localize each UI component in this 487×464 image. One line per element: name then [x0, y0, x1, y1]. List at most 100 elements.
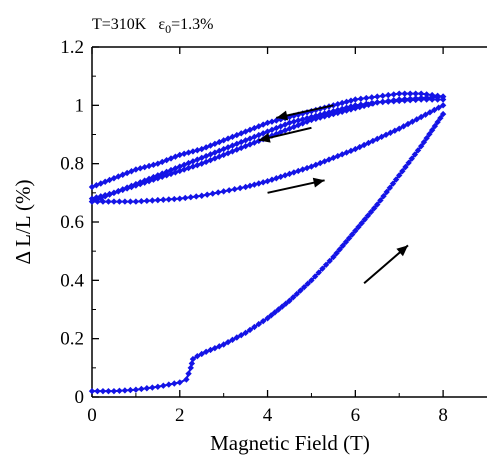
data-point — [214, 189, 222, 196]
data-point — [224, 338, 232, 346]
data-point — [185, 370, 192, 377]
data-point — [369, 137, 377, 145]
data-point — [101, 178, 109, 185]
data-point — [377, 197, 384, 204]
data-point — [185, 149, 192, 156]
data-point — [365, 139, 372, 147]
data-point — [225, 187, 233, 194]
data-point — [379, 92, 386, 100]
x-tick-label: 6 — [351, 405, 361, 426]
data-point — [369, 100, 377, 107]
data-point — [198, 145, 205, 153]
data-point — [116, 198, 123, 205]
arrow-right — [267, 177, 325, 194]
data-point — [357, 95, 365, 102]
data-point — [207, 151, 214, 158]
data-point — [176, 195, 183, 202]
arrow-head — [258, 132, 271, 143]
data-point — [434, 118, 441, 126]
data-point — [315, 269, 322, 276]
data-point — [396, 90, 403, 97]
data-point — [180, 150, 188, 157]
data-point — [255, 180, 262, 187]
data-point — [282, 300, 290, 307]
data-point — [194, 352, 201, 360]
data-point — [333, 250, 340, 257]
data-point — [334, 109, 341, 117]
data-point — [268, 312, 275, 319]
y-tick-label: 0.8 — [60, 154, 84, 175]
data-point — [238, 331, 245, 339]
data-point — [435, 104, 442, 111]
data-point — [132, 198, 140, 205]
data-point — [128, 183, 135, 191]
data-point — [268, 118, 276, 125]
data-point — [303, 114, 311, 122]
data-point — [246, 141, 254, 148]
data-point — [326, 257, 333, 265]
data-point — [171, 380, 178, 387]
arrows — [258, 104, 409, 285]
data-point — [88, 195, 96, 202]
data-point — [97, 180, 104, 187]
data-point — [295, 117, 302, 124]
data-point — [409, 118, 416, 125]
data-point — [193, 193, 200, 200]
data-point — [426, 130, 433, 138]
data-point — [110, 387, 118, 395]
data-series — [88, 90, 447, 395]
data-point — [233, 334, 241, 341]
data-point — [399, 167, 406, 175]
data-point — [348, 231, 356, 238]
data-point — [336, 246, 343, 253]
data-point — [347, 97, 355, 104]
data-point — [345, 235, 353, 242]
data-point — [194, 147, 201, 154]
data-point — [246, 135, 254, 142]
data-point — [352, 105, 359, 112]
data-point — [271, 309, 279, 316]
data-point — [385, 91, 392, 99]
data-point — [160, 382, 167, 389]
data-point — [352, 227, 359, 234]
data-point — [330, 253, 337, 261]
data-point — [163, 168, 170, 176]
data-point — [422, 111, 429, 118]
data-point — [390, 97, 397, 104]
y-tick-labels: 0 0.2 0.4 0.6 0.8 1 1.2 — [60, 37, 84, 408]
data-point — [88, 387, 96, 395]
data-point — [242, 183, 249, 191]
data-point — [171, 195, 178, 203]
data-point — [119, 171, 126, 178]
series-0 — [88, 110, 447, 395]
data-point — [396, 125, 403, 132]
data-point — [365, 101, 372, 108]
data-point — [379, 98, 386, 105]
data-point — [128, 168, 135, 175]
data-point — [386, 184, 394, 192]
data-point — [141, 163, 148, 171]
data-point — [370, 205, 378, 212]
data-point — [132, 182, 140, 189]
data-point — [293, 290, 301, 298]
data-point — [143, 385, 151, 392]
annotation-strain-value: =1.3% — [171, 16, 213, 33]
data-point — [374, 93, 381, 100]
data-point — [154, 175, 162, 182]
data-point — [405, 159, 412, 167]
data-point — [297, 287, 304, 294]
x-tick-label: 4 — [263, 405, 273, 426]
data-point — [380, 192, 387, 200]
data-point — [334, 100, 341, 108]
data-point — [246, 126, 254, 134]
data-point — [321, 113, 328, 120]
data-point — [322, 261, 330, 268]
data-point — [106, 176, 113, 184]
data-point — [231, 185, 238, 193]
data-point — [94, 387, 101, 395]
data-point — [299, 116, 306, 123]
data-point — [132, 166, 140, 173]
data-point — [434, 93, 441, 101]
data-point — [143, 197, 151, 205]
data-point — [275, 306, 282, 313]
